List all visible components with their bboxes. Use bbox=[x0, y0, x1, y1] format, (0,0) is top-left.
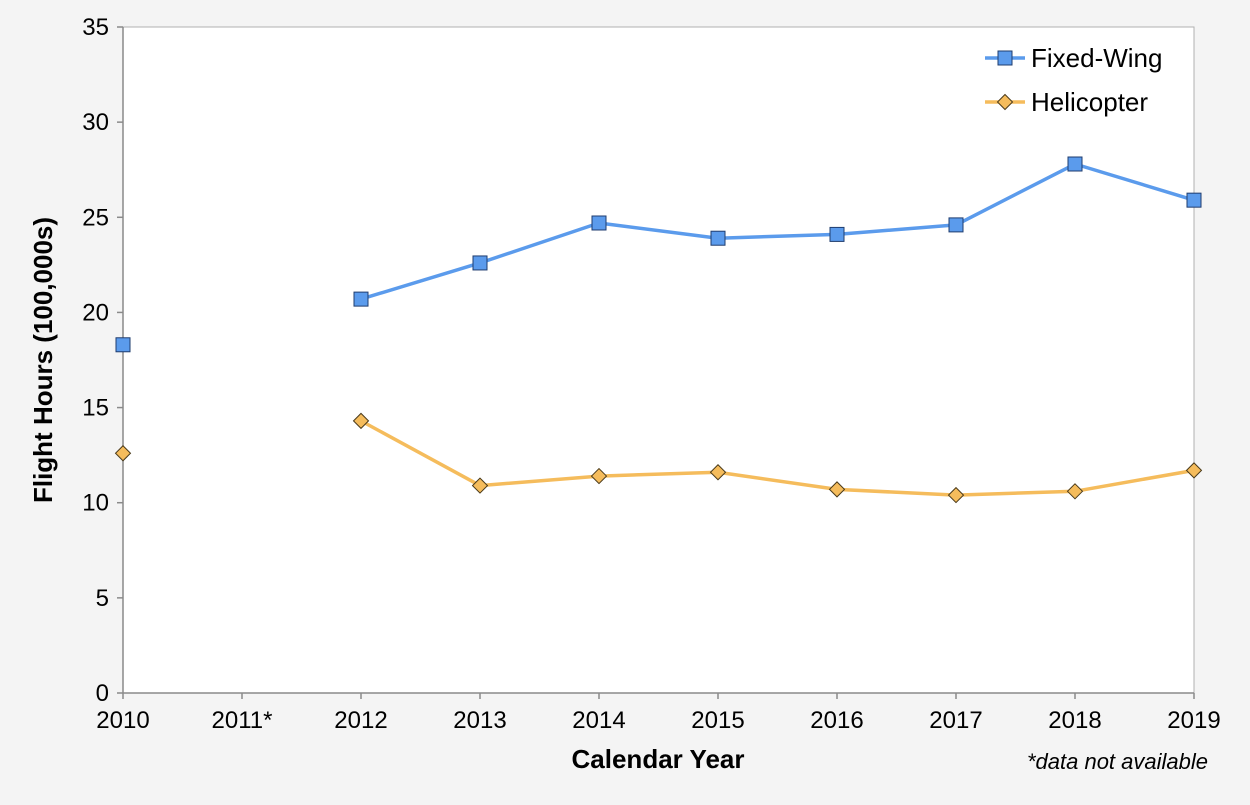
y-tick-label: 35 bbox=[82, 14, 109, 41]
series-helicopter bbox=[114, 412, 1203, 504]
data-point-fixed-wing bbox=[948, 217, 964, 233]
data-point-helicopter bbox=[1066, 483, 1084, 500]
footnote: *data not available bbox=[1027, 749, 1208, 774]
data-point-fixed-wing bbox=[353, 291, 369, 307]
data-point-fixed-wing bbox=[1067, 156, 1083, 172]
series-fixed-wing bbox=[115, 156, 1202, 353]
x-tick-label: 2014 bbox=[572, 707, 625, 734]
y-tick-label: 30 bbox=[82, 109, 109, 136]
y-axis-title: Flight Hours (100,000s) bbox=[28, 217, 58, 503]
data-point-helicopter bbox=[828, 481, 846, 498]
data-point-helicopter bbox=[114, 445, 132, 462]
y-tick-label: 25 bbox=[82, 204, 109, 231]
y-tick-label: 20 bbox=[82, 299, 109, 326]
data-point-fixed-wing bbox=[1186, 192, 1202, 208]
data-point-fixed-wing bbox=[710, 230, 726, 246]
y-tick-label: 15 bbox=[82, 395, 109, 422]
series-line-fixed-wing bbox=[360, 162, 1195, 301]
y-tick-label: 10 bbox=[82, 490, 109, 517]
x-tick-label: 2015 bbox=[691, 707, 744, 734]
x-tick-label: 2010 bbox=[96, 707, 149, 734]
x-tick-label: 2019 bbox=[1167, 707, 1220, 734]
series-line-helicopter bbox=[360, 419, 1195, 497]
data-point-helicopter bbox=[471, 477, 489, 494]
x-axis-title: Calendar Year bbox=[572, 744, 745, 774]
series-group bbox=[114, 156, 1203, 504]
data-point-helicopter bbox=[709, 464, 727, 481]
x-tick-label: 2011* bbox=[212, 707, 273, 734]
data-point-helicopter bbox=[947, 486, 965, 504]
legend-label-fixed-wing: Fixed-Wing bbox=[1031, 43, 1162, 73]
axes: 0 5 10 15 20 25 30 35 2010 2011* 2012 2013 2014 2015 2… bbox=[82, 14, 1220, 734]
x-tick-label: 2013 bbox=[453, 707, 506, 734]
y-tick-label: 0 bbox=[96, 680, 109, 707]
x-tick-label: 2017 bbox=[929, 707, 982, 734]
plot-area bbox=[122, 26, 1195, 694]
x-tick-label: 2012 bbox=[334, 707, 387, 734]
data-point-fixed-wing bbox=[829, 226, 845, 242]
data-point-fixed-wing bbox=[472, 255, 488, 271]
legend-label-helicopter: Helicopter bbox=[1031, 87, 1148, 117]
data-point-helicopter bbox=[1185, 462, 1203, 479]
data-point-helicopter bbox=[352, 412, 370, 430]
data-point-fixed-wing bbox=[591, 215, 607, 231]
legend-marker-helicopter bbox=[996, 93, 1014, 111]
x-tick-label: 2018 bbox=[1048, 707, 1101, 734]
data-point-fixed-wing bbox=[115, 337, 131, 353]
data-point-helicopter bbox=[590, 467, 608, 485]
x-tick-label: 2016 bbox=[810, 707, 863, 734]
legend: Fixed-Wing Helicopter bbox=[985, 43, 1162, 117]
y-tick-label: 5 bbox=[96, 585, 109, 612]
legend-marker-fixed-wing bbox=[997, 50, 1013, 66]
